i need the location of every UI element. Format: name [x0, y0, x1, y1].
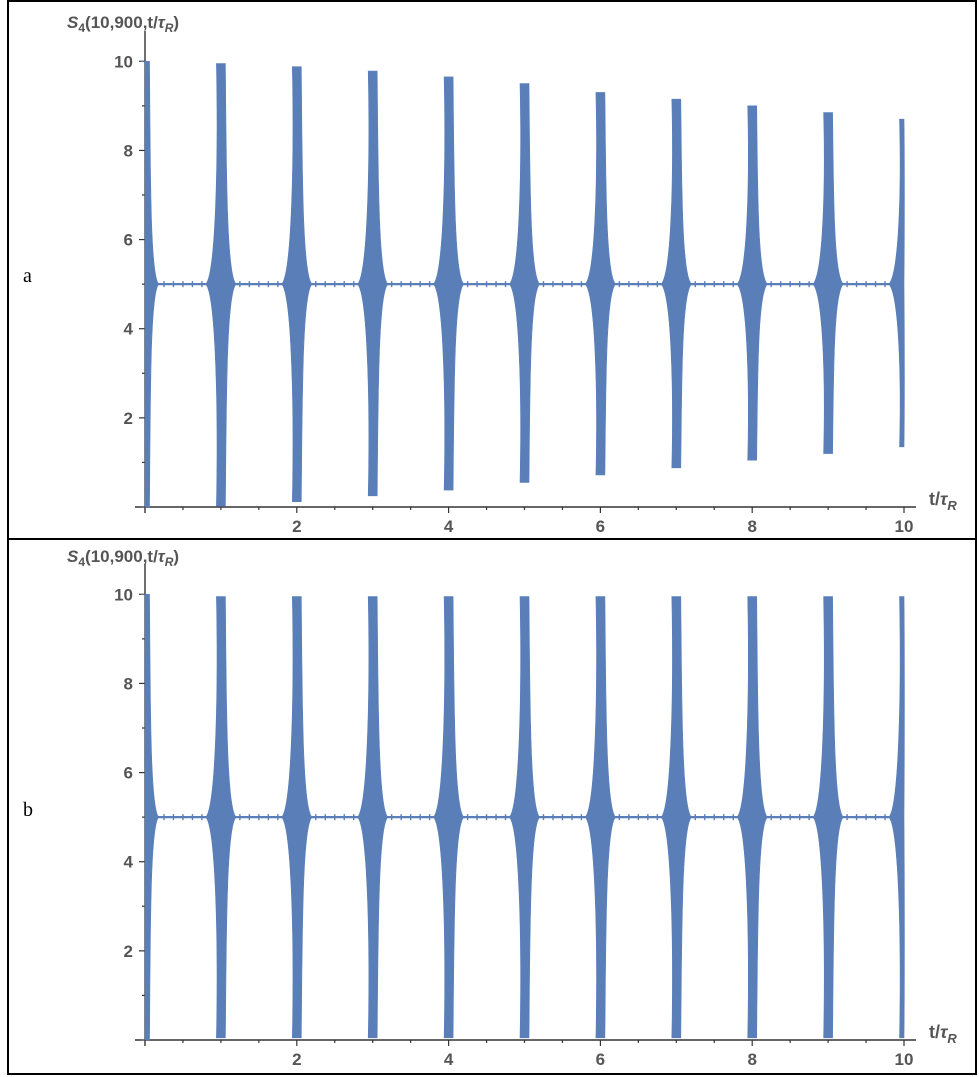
revival-peak	[433, 76, 465, 491]
revival-peak	[736, 596, 768, 1039]
x-tick-label: 8	[747, 1050, 756, 1069]
x-tick-label: 2	[292, 1050, 301, 1069]
revival-peak	[888, 118, 905, 448]
revival-peak	[281, 66, 313, 502]
y-tick-label: 6	[124, 231, 133, 250]
y-tick-label: 2	[124, 409, 133, 428]
y-tick-label: 4	[124, 853, 134, 872]
x-tick-label: 6	[596, 1050, 605, 1069]
revival-peak	[660, 596, 692, 1039]
y-tick-label: 8	[124, 674, 133, 693]
x-tick-label: 8	[747, 517, 756, 536]
panel-label: a	[23, 265, 32, 287]
revival-peak	[584, 92, 616, 476]
revival-peak	[433, 596, 465, 1039]
x-tick-label: 4	[444, 517, 454, 536]
revival-peak	[812, 596, 844, 1039]
revival-peak	[140, 60, 160, 508]
x-axis-title: t/τR	[929, 1022, 957, 1046]
y-tick-label: 10	[114, 585, 133, 604]
x-tick-label: 2	[292, 517, 301, 536]
y-tick-label: 10	[114, 52, 133, 71]
revival-peak	[281, 596, 313, 1039]
revival-peak	[205, 596, 237, 1039]
chart-panel-a: a S4(10,900,t/τR) t/τR 2 4 6 8 10 2 4 6 8 10	[23, 13, 957, 536]
revival-peak	[205, 63, 237, 507]
panel-b: b S4(10,900,t/τR) t/τR 2 4 6 8 10 2 4 6 8 10	[7, 540, 977, 1075]
figure-borders	[7, 0, 977, 1075]
x-axis-title: t/τR	[929, 489, 957, 513]
y-axis-title: S4(10,900,t/τR)	[67, 547, 179, 569]
revival-peak	[140, 593, 160, 1041]
revival-peak	[357, 596, 389, 1039]
y-tick-label: 2	[124, 942, 133, 961]
revival-peak	[812, 112, 844, 454]
x-tick-label: 10	[895, 1050, 914, 1069]
revival-peak	[660, 98, 692, 469]
panel-label: b	[23, 799, 33, 821]
revival-peak	[357, 70, 389, 497]
y-tick-label: 4	[124, 320, 134, 339]
revival-peak	[584, 596, 616, 1039]
revival-peak	[508, 83, 541, 483]
chart-panel-b: b S4(10,900,t/τR) t/τR 2 4 6 8 10 2 4 6 8 10	[23, 547, 957, 1069]
x-tick-label: 6	[596, 517, 605, 536]
revival-peak	[508, 596, 541, 1039]
y-tick-label: 8	[124, 141, 133, 160]
y-tick-label: 6	[124, 764, 133, 783]
panel-a: a S4(10,900,t/τR) t/τR 2 4 6 8 10 2 4 6 8 10	[7, 2, 977, 539]
y-axis-title: S4(10,900,t/τR)	[67, 13, 179, 35]
x-tick-label: 4	[444, 1050, 454, 1069]
figure-table: a S4(10,900,t/τR) t/τR 2 4 6 8 10 2 4 6 8 10 b S4…	[7, 0, 977, 1075]
revival-peak	[736, 105, 768, 461]
revival-peak	[888, 596, 905, 1039]
x-tick-label: 10	[895, 517, 914, 536]
